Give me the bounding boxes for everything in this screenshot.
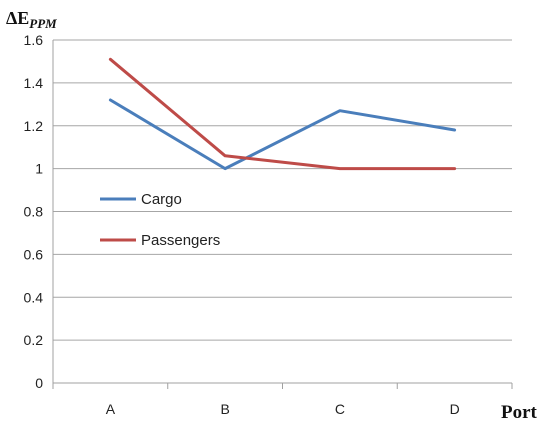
- y-tick-label: 1.4: [24, 75, 44, 91]
- series-line-passengers: [108, 57, 457, 171]
- series-line-cargo: [108, 98, 457, 171]
- y-tick-labels: 0 0.2 0.4 0.6 0.8 1 1.2 1.4 1.6: [24, 32, 44, 391]
- x-tick-label: A: [106, 401, 116, 417]
- axes: [52, 40, 513, 389]
- legend-label-passengers: Passengers: [141, 232, 220, 249]
- x-axis-title: Port: [501, 402, 538, 423]
- series-lines: [108, 57, 457, 171]
- x-tick-label: C: [335, 401, 345, 417]
- y-tick-label: 0: [35, 375, 43, 391]
- y-tick-label: 0.8: [24, 204, 44, 220]
- x-tick-labels: A B C D: [106, 401, 460, 417]
- y-tick-label: 1: [35, 161, 43, 177]
- y-tick-label: 1.6: [24, 32, 44, 48]
- y-tick-label: 0.4: [24, 289, 44, 305]
- y-axis-title-main: ΔE: [6, 8, 29, 28]
- gridlines: [53, 39, 512, 341]
- y-tick-label: 0.6: [24, 246, 44, 262]
- y-tick-label: 0.2: [24, 332, 44, 348]
- x-tick-label: B: [220, 401, 229, 417]
- legend: Cargo Passengers: [100, 191, 220, 249]
- x-tick-label: D: [450, 401, 460, 417]
- y-tick-label: 1.2: [24, 118, 44, 134]
- legend-label-cargo: Cargo: [141, 191, 182, 208]
- y-axis-title: ΔEPPM: [6, 8, 57, 31]
- y-axis-title-subscript: PPM: [29, 16, 57, 31]
